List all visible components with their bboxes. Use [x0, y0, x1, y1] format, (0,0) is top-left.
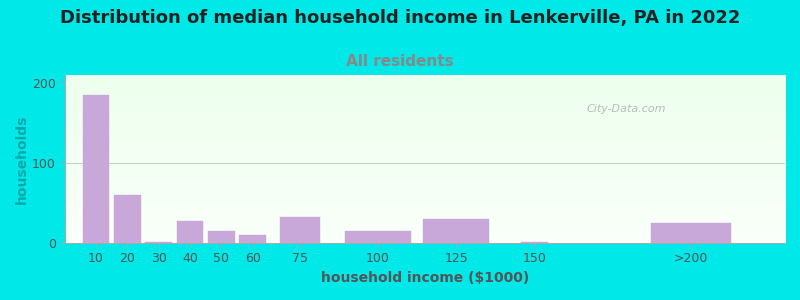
Bar: [423, 219, 490, 243]
Bar: [521, 242, 548, 243]
Y-axis label: households: households: [15, 115, 29, 204]
Bar: [280, 217, 319, 243]
Bar: [345, 231, 411, 243]
Bar: [208, 231, 234, 243]
Text: All residents: All residents: [346, 54, 454, 69]
Bar: [177, 221, 203, 243]
Bar: [651, 224, 731, 243]
Bar: [239, 236, 266, 243]
Bar: [146, 242, 172, 243]
Bar: [82, 95, 110, 243]
X-axis label: household income ($1000): household income ($1000): [321, 271, 529, 285]
Bar: [114, 195, 141, 243]
Text: Distribution of median household income in Lenkerville, PA in 2022: Distribution of median household income …: [60, 9, 740, 27]
Text: City-Data.com: City-Data.com: [586, 104, 666, 114]
